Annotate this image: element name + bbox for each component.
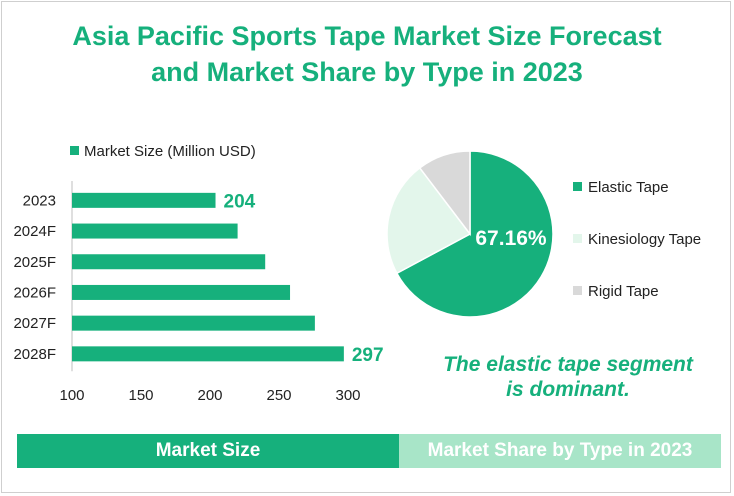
bar	[72, 254, 266, 270]
note-line-2: is dominant.	[506, 378, 630, 401]
bar-category-label: 2023	[23, 192, 56, 209]
bar-x-tick-label: 200	[197, 387, 222, 404]
title-line-2: and Market Share by Type in 2023	[151, 57, 583, 87]
bar-x-tick-label: 150	[128, 387, 153, 404]
bar-legend-label: Market Size (Million USD)	[84, 143, 256, 160]
pie-slice	[395, 150, 554, 318]
pie-legend-label: Elastic Tape	[588, 179, 669, 196]
pie-legend-label: Rigid Tape	[588, 283, 659, 300]
bar-x-tick-label: 250	[266, 387, 291, 404]
bar-category-label: 2024F	[13, 223, 56, 240]
bar	[72, 346, 344, 362]
pie-slice	[386, 166, 472, 275]
bar-category-label: 2027F	[13, 315, 56, 332]
bar-category-label: 2028F	[13, 346, 56, 363]
pie-legend-item: Rigid Tape	[573, 283, 659, 300]
bar-legend-swatch	[70, 146, 79, 155]
footer-market-size: Market Size	[17, 434, 399, 468]
pie-legend-swatch	[573, 182, 582, 191]
bar-category-label: 2025F	[13, 254, 56, 271]
pie-legend-swatch	[573, 286, 582, 295]
bar-x-tick-label: 300	[335, 387, 360, 404]
bar-legend: Market Size (Million USD)	[70, 143, 256, 160]
bar-data-label: 297	[352, 345, 384, 366]
pie-legend-label: Kinesiology Tape	[588, 231, 701, 248]
pie-slice	[418, 150, 471, 237]
bar-category-label: 2026F	[13, 284, 56, 301]
dominance-note: The elastic tape segment is dominant.	[400, 352, 734, 402]
pie-chart: 67.16% Elastic Tape Kinesiology Tape Rigid …	[386, 150, 701, 318]
page-title: Asia Pacific Sports Tape Market Size For…	[0, 18, 734, 90]
pie-data-label: 67.16%	[475, 227, 547, 250]
pie-legend-swatch	[573, 234, 582, 243]
pie-legend-item: Elastic Tape	[573, 179, 669, 196]
bar-chart: Market Size (Million USD) 2023 2024F 2025F 2…	[13, 143, 383, 404]
bar	[72, 192, 216, 208]
bar	[72, 284, 291, 300]
footer-market-share: Market Share by Type in 2023	[399, 434, 721, 468]
bar-x-tick-label: 100	[59, 387, 84, 404]
bar-data-label: 204	[224, 191, 256, 212]
title-line-1: Asia Pacific Sports Tape Market Size For…	[72, 21, 662, 51]
pie-legend-item: Kinesiology Tape	[573, 231, 701, 248]
bar	[72, 223, 238, 239]
note-line-1: The elastic tape segment	[443, 353, 693, 376]
bar	[72, 315, 315, 331]
